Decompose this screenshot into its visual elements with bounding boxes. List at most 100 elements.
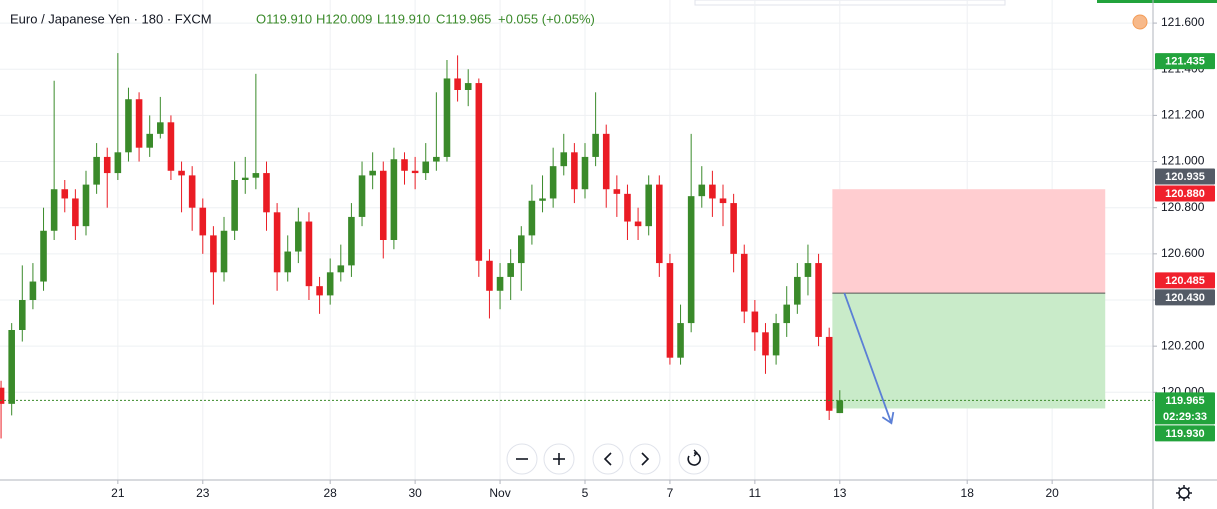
target-zone bbox=[832, 293, 1106, 409]
candle-body bbox=[50, 189, 58, 231]
zoom-out-button[interactable] bbox=[506, 443, 538, 475]
candle-body bbox=[241, 177, 249, 180]
candle-body bbox=[528, 200, 536, 236]
price-tag bbox=[1155, 168, 1215, 185]
candle-body bbox=[231, 180, 238, 231]
y-tick-label: 120.600 bbox=[1161, 246, 1205, 260]
price-tag bbox=[1155, 392, 1215, 425]
candle-body bbox=[751, 311, 759, 333]
candle-body bbox=[549, 166, 557, 199]
candle-body bbox=[804, 263, 812, 277]
candle-body bbox=[369, 170, 376, 176]
candle-body bbox=[677, 323, 684, 358]
y-tick-label: 120.200 bbox=[1161, 338, 1205, 352]
candle-body bbox=[167, 122, 175, 171]
x-tick-label: 23 bbox=[196, 486, 210, 500]
candle-body bbox=[433, 156, 440, 162]
candle-body bbox=[539, 198, 546, 201]
candle-body bbox=[19, 300, 26, 330]
candle-body bbox=[199, 207, 207, 236]
zoom-controls bbox=[506, 443, 710, 475]
candle-body bbox=[475, 83, 483, 261]
candle-body bbox=[210, 235, 217, 273]
candle-body bbox=[730, 203, 737, 254]
candle-body bbox=[146, 133, 153, 148]
price-tag bbox=[1155, 185, 1215, 202]
candle-body bbox=[220, 230, 228, 273]
candle-body bbox=[645, 184, 652, 227]
candle-body bbox=[815, 263, 822, 337]
candle-body bbox=[29, 281, 37, 300]
candle-body bbox=[656, 184, 663, 264]
price-tag bbox=[1155, 272, 1215, 289]
price-tag bbox=[1155, 53, 1215, 70]
candle-body bbox=[411, 170, 419, 174]
candle-body bbox=[560, 152, 568, 167]
candle-body bbox=[518, 235, 525, 264]
candle-body bbox=[634, 221, 642, 227]
price-tag-label: 120.935 bbox=[1165, 171, 1205, 183]
candle-body bbox=[719, 198, 727, 204]
price-tag-label: 121.435 bbox=[1165, 56, 1205, 68]
candle-body bbox=[783, 304, 791, 324]
x-tick-label: 20 bbox=[1045, 486, 1059, 500]
candle-body bbox=[624, 193, 631, 222]
x-tick-label: 11 bbox=[749, 486, 762, 500]
countdown-label: 02:29:33 bbox=[1163, 411, 1207, 423]
reset-button[interactable] bbox=[678, 443, 710, 475]
candle-body bbox=[422, 161, 430, 174]
candle-body bbox=[72, 198, 79, 227]
candle-body bbox=[507, 263, 514, 277]
status-strip bbox=[1097, 0, 1217, 3]
x-tick-label: 13 bbox=[833, 486, 847, 500]
ohlc-low: L119.910 bbox=[377, 11, 430, 26]
y-tick-label: 121.200 bbox=[1161, 108, 1205, 122]
candle-body bbox=[401, 159, 408, 171]
scroll-right-button[interactable] bbox=[629, 443, 661, 475]
candle-body bbox=[326, 272, 334, 296]
y-tick-label: 121.000 bbox=[1161, 154, 1205, 168]
candle-body bbox=[125, 99, 132, 153]
x-tick-label: 28 bbox=[324, 486, 338, 500]
settings-button[interactable] bbox=[1176, 485, 1192, 501]
x-tick-label: 7 bbox=[667, 486, 674, 500]
candle-body bbox=[762, 332, 769, 356]
candle-body bbox=[836, 400, 844, 414]
candle-body bbox=[666, 263, 674, 358]
candle-body bbox=[103, 156, 111, 174]
stop-zone bbox=[832, 189, 1106, 294]
candle-body bbox=[114, 152, 122, 174]
candle-body bbox=[295, 221, 302, 252]
header: Euro / Japanese Yen · 180 · FXCM O119.91… bbox=[10, 11, 595, 26]
zoom-in-button[interactable] bbox=[543, 443, 575, 475]
symbol-title: Euro / Japanese Yen · 180 · FXCM bbox=[10, 11, 212, 26]
candle-body bbox=[263, 173, 270, 213]
price-tag bbox=[1155, 425, 1215, 442]
candle-body bbox=[305, 221, 313, 287]
candle-body bbox=[454, 78, 461, 90]
candle-body bbox=[571, 152, 578, 190]
candle-body bbox=[178, 170, 185, 176]
candle-body bbox=[464, 83, 472, 90]
price-tag-label: 119.930 bbox=[1165, 428, 1204, 440]
candle-body bbox=[613, 189, 621, 194]
candle-body bbox=[135, 99, 143, 148]
candle-body bbox=[61, 189, 69, 199]
candle-body bbox=[390, 159, 398, 240]
candle-body bbox=[581, 156, 589, 190]
y-tick-label: 121.600 bbox=[1161, 15, 1205, 29]
scroll-left-button[interactable] bbox=[592, 443, 624, 475]
x-tick-label: 30 bbox=[408, 486, 422, 500]
candle-body bbox=[316, 286, 323, 296]
candle-body bbox=[40, 230, 47, 282]
forecast-arrow bbox=[843, 292, 893, 424]
price-tag-label: 120.880 bbox=[1165, 188, 1205, 200]
candle-body bbox=[443, 78, 451, 157]
ohlc-open: O119.910 bbox=[256, 11, 312, 26]
price-tag-label: 119.965 bbox=[1165, 395, 1204, 407]
candle-body bbox=[825, 336, 833, 411]
candle-body bbox=[93, 156, 100, 185]
candle-body bbox=[188, 175, 196, 208]
